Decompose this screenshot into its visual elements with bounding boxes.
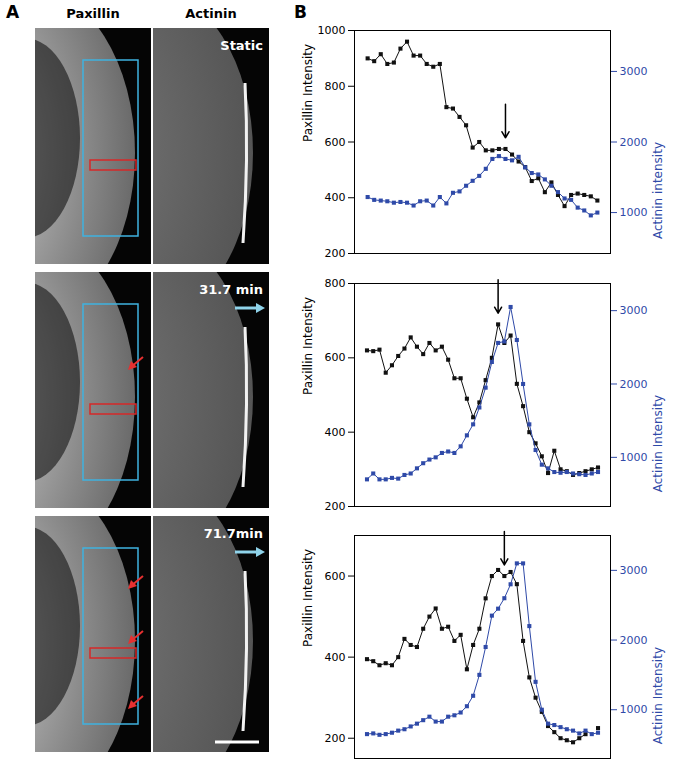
svg-text:800: 800 bbox=[325, 277, 346, 290]
svg-text:200: 200 bbox=[325, 500, 346, 513]
svg-text:2000: 2000 bbox=[620, 136, 648, 149]
svg-text:400: 400 bbox=[325, 651, 346, 664]
svg-text:400: 400 bbox=[325, 191, 346, 204]
svg-text:600: 600 bbox=[325, 570, 346, 583]
svg-text:2000: 2000 bbox=[620, 634, 648, 647]
svg-text:Paxillin Intensity: Paxillin Intensity bbox=[301, 44, 315, 142]
svg-text:3000: 3000 bbox=[620, 304, 648, 317]
svg-text:Paxillin Intensity: Paxillin Intensity bbox=[301, 297, 315, 395]
svg-text:1000: 1000 bbox=[620, 206, 648, 219]
svg-text:A: A bbox=[6, 2, 20, 22]
svg-text:Actinin intensity: Actinin intensity bbox=[651, 142, 665, 239]
svg-text:800: 800 bbox=[325, 80, 346, 93]
svg-text:600: 600 bbox=[325, 351, 346, 364]
svg-text:2000: 2000 bbox=[620, 378, 648, 391]
svg-text:200: 200 bbox=[325, 247, 346, 260]
svg-text:200: 200 bbox=[325, 732, 346, 745]
svg-text:400: 400 bbox=[325, 426, 346, 439]
svg-text:Paxillin Intensity: Paxillin Intensity bbox=[301, 549, 315, 647]
svg-text:1000: 1000 bbox=[318, 24, 346, 37]
svg-text:1000: 1000 bbox=[620, 451, 648, 464]
svg-text:Static: Static bbox=[220, 38, 263, 53]
svg-text:1000: 1000 bbox=[620, 703, 648, 716]
html-text:B: B bbox=[294, 2, 307, 22]
svg-text:Actinin Intensity: Actinin Intensity bbox=[651, 647, 665, 744]
svg-text:3000: 3000 bbox=[620, 564, 648, 577]
svg-text:Actinin: Actinin bbox=[185, 6, 236, 21]
svg-text:600: 600 bbox=[325, 136, 346, 149]
svg-text:Actinin Intensity: Actinin Intensity bbox=[651, 395, 665, 492]
svg-text:3000: 3000 bbox=[620, 65, 648, 78]
svg-text:31.7 min: 31.7 min bbox=[199, 282, 263, 297]
svg-text:Paxillin: Paxillin bbox=[66, 6, 119, 21]
svg-text:71.7min: 71.7min bbox=[204, 526, 263, 541]
